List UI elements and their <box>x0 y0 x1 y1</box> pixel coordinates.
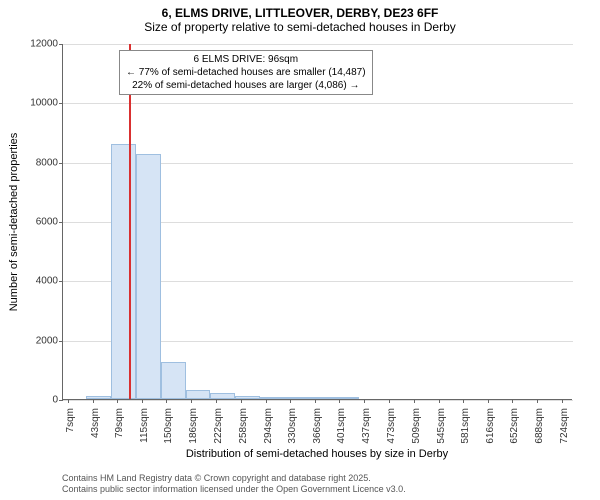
y-tick <box>59 400 63 401</box>
x-tick <box>339 399 340 403</box>
y-tick <box>59 281 63 282</box>
x-tick-label: 150sqm <box>163 408 174 444</box>
x-tick <box>364 399 365 403</box>
x-axis-label: Distribution of semi-detached houses by … <box>186 448 448 460</box>
x-tick <box>439 399 440 403</box>
x-tick-label: 473sqm <box>386 408 397 444</box>
x-tick <box>142 399 143 403</box>
footer-line-2: Contains public sector information licen… <box>62 484 406 496</box>
x-tick-label: 652sqm <box>509 408 520 444</box>
info-box-line: 6 ELMS DRIVE: 96sqm <box>126 53 366 66</box>
x-tick-label: 115sqm <box>139 408 150 443</box>
x-tick-label: 616sqm <box>485 408 496 444</box>
x-tick <box>537 399 538 403</box>
histogram-bar <box>111 144 136 399</box>
x-tick <box>488 399 489 403</box>
x-tick <box>241 399 242 403</box>
x-tick-label: 545sqm <box>436 408 447 444</box>
y-tick-label: 2000 <box>14 335 58 346</box>
y-tick-label: 10000 <box>14 98 58 109</box>
title-sub: Size of property relative to semi-detach… <box>0 20 600 34</box>
x-tick <box>216 399 217 403</box>
info-box-line: 22% of semi-detached houses are larger (… <box>126 79 366 92</box>
title-main: 6, ELMS DRIVE, LITTLEOVER, DERBY, DE23 6… <box>0 6 600 20</box>
y-tick <box>59 163 63 164</box>
x-tick-label: 7sqm <box>65 408 76 432</box>
x-tick <box>191 399 192 403</box>
histogram-bar <box>235 396 260 399</box>
grid-line <box>63 400 573 401</box>
histogram-bar <box>186 390 211 399</box>
x-tick <box>266 399 267 403</box>
x-tick-label: 43sqm <box>90 408 101 438</box>
x-tick-label: 79sqm <box>114 408 125 438</box>
footer-line-1: Contains HM Land Registry data © Crown c… <box>62 473 406 485</box>
histogram-bar <box>161 362 186 399</box>
histogram-bar <box>136 154 161 399</box>
histogram-bar <box>310 397 335 399</box>
x-tick <box>463 399 464 403</box>
x-tick <box>93 399 94 403</box>
x-tick-label: 437sqm <box>361 408 372 444</box>
histogram-bar <box>260 397 285 399</box>
y-tick <box>59 222 63 223</box>
x-tick-label: 222sqm <box>213 408 224 444</box>
y-tick-label: 8000 <box>14 157 58 168</box>
y-tick <box>59 341 63 342</box>
info-box-line: ← 77% of semi-detached houses are smalle… <box>126 66 366 79</box>
x-tick <box>562 399 563 403</box>
grid-line <box>63 44 573 45</box>
x-tick <box>290 399 291 403</box>
histogram-bar <box>285 397 310 399</box>
reference-line <box>129 44 131 399</box>
y-tick <box>59 103 63 104</box>
x-tick <box>68 399 69 403</box>
histogram-bar <box>335 397 360 399</box>
x-tick-label: 366sqm <box>312 408 323 444</box>
x-tick <box>117 399 118 403</box>
histogram-bar <box>86 396 111 399</box>
y-tick-label: 4000 <box>14 276 58 287</box>
plot-region: 0200040006000800010000120007sqm43sqm79sq… <box>62 44 572 400</box>
grid-line <box>63 103 573 104</box>
x-tick <box>414 399 415 403</box>
x-tick-label: 186sqm <box>188 408 199 444</box>
x-tick <box>315 399 316 403</box>
x-tick <box>512 399 513 403</box>
y-tick <box>59 44 63 45</box>
x-tick-label: 401sqm <box>336 408 347 444</box>
x-tick-label: 294sqm <box>263 408 274 444</box>
x-tick-label: 509sqm <box>411 408 422 444</box>
y-tick-label: 6000 <box>14 217 58 228</box>
histogram-bar <box>210 393 235 399</box>
x-tick-label: 330sqm <box>287 408 298 444</box>
chart-area: Number of semi-detached properties 02000… <box>62 44 572 400</box>
x-tick-label: 724sqm <box>559 408 570 444</box>
x-tick <box>389 399 390 403</box>
x-tick <box>166 399 167 403</box>
x-tick-label: 258sqm <box>238 408 249 444</box>
x-tick-label: 581sqm <box>460 408 471 444</box>
y-tick-label: 0 <box>14 395 58 406</box>
title-block: 6, ELMS DRIVE, LITTLEOVER, DERBY, DE23 6… <box>0 0 600 34</box>
info-box: 6 ELMS DRIVE: 96sqm← 77% of semi-detache… <box>119 50 373 95</box>
footer: Contains HM Land Registry data © Crown c… <box>62 473 406 496</box>
chart-container: 6, ELMS DRIVE, LITTLEOVER, DERBY, DE23 6… <box>0 0 600 500</box>
x-tick-label: 688sqm <box>534 408 545 444</box>
y-tick-label: 12000 <box>14 39 58 50</box>
